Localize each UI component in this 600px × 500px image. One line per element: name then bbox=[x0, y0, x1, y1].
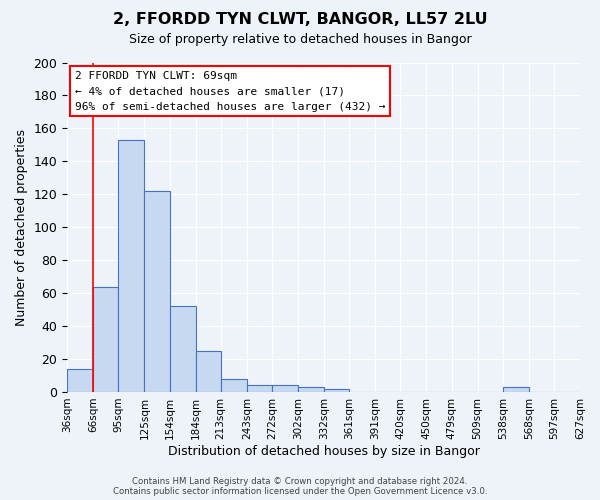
Bar bbox=[170, 306, 196, 392]
Bar bbox=[503, 387, 529, 392]
Text: Contains HM Land Registry data © Crown copyright and database right 2024.: Contains HM Land Registry data © Crown c… bbox=[132, 477, 468, 486]
Bar bbox=[272, 386, 298, 392]
X-axis label: Distribution of detached houses by size in Bangor: Distribution of detached houses by size … bbox=[167, 444, 479, 458]
Bar bbox=[93, 286, 118, 392]
Bar bbox=[118, 140, 145, 392]
Y-axis label: Number of detached properties: Number of detached properties bbox=[15, 128, 28, 326]
Bar bbox=[324, 388, 349, 392]
Bar bbox=[145, 191, 170, 392]
Text: 2, FFORDD TYN CLWT, BANGOR, LL57 2LU: 2, FFORDD TYN CLWT, BANGOR, LL57 2LU bbox=[113, 12, 487, 28]
Bar bbox=[221, 379, 247, 392]
Bar bbox=[247, 386, 272, 392]
Text: Size of property relative to detached houses in Bangor: Size of property relative to detached ho… bbox=[128, 32, 472, 46]
Text: Contains public sector information licensed under the Open Government Licence v3: Contains public sector information licen… bbox=[113, 487, 487, 496]
Bar bbox=[196, 351, 221, 392]
Bar bbox=[298, 387, 324, 392]
Text: 2 FFORDD TYN CLWT: 69sqm
← 4% of detached houses are smaller (17)
96% of semi-de: 2 FFORDD TYN CLWT: 69sqm ← 4% of detache… bbox=[75, 70, 385, 112]
Bar bbox=[67, 369, 93, 392]
